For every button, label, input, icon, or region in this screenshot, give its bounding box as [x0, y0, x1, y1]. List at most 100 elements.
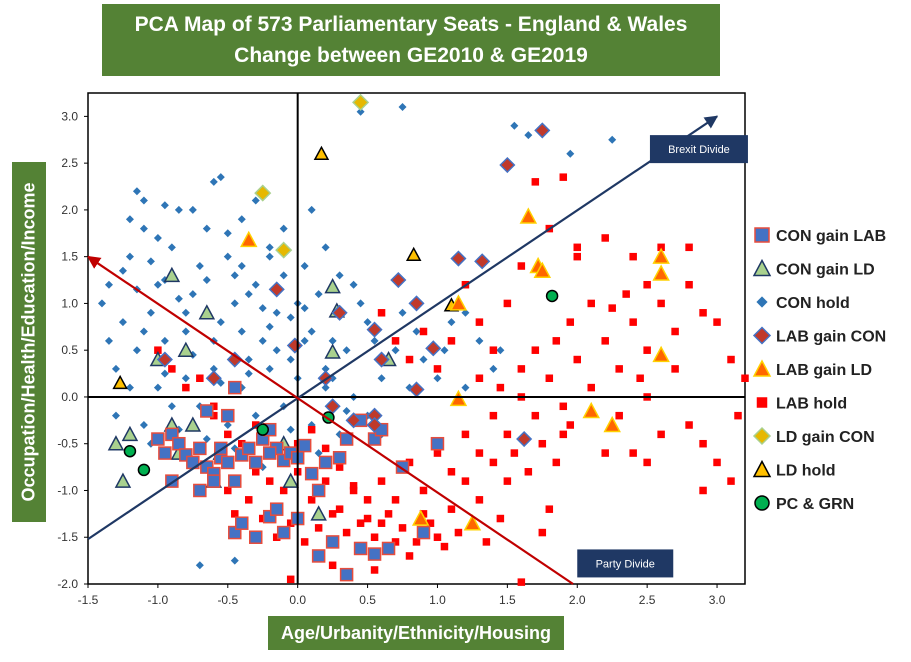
point-lab-gain-con	[390, 271, 407, 289]
point-lab-hold	[489, 346, 498, 354]
point-con-gain-ld	[324, 278, 341, 294]
point-con-gain-lab	[318, 455, 333, 470]
point-con-hold	[251, 196, 260, 205]
y-tick-label: -1.0	[57, 483, 78, 497]
legend-item-ld-hold: LD hold	[752, 459, 836, 480]
legend-marker-ld-gain-con	[752, 426, 772, 446]
point-lab-hold	[328, 561, 337, 570]
brexit-divide-arrow	[87, 115, 719, 541]
legend-label-lab-gain-ld: LAB gain LD	[776, 362, 872, 379]
point-lab-hold	[251, 468, 260, 476]
point-lab-hold	[475, 496, 484, 504]
point-con-hold	[118, 266, 127, 275]
point-con-hold	[272, 346, 281, 355]
point-lab-gain-con	[226, 351, 243, 368]
point-con-gain-lab	[248, 455, 263, 470]
x-tick-label: 1.5	[499, 593, 516, 607]
point-con-hold	[181, 327, 190, 336]
point-con-gain-lab	[381, 541, 396, 556]
point-con-hold	[244, 369, 253, 378]
point-con-gain-ld	[184, 416, 202, 432]
point-ld-gain-con	[352, 93, 370, 111]
point-lab-hold	[573, 243, 582, 252]
point-lab-hold	[154, 346, 162, 354]
point-lab-hold	[538, 528, 547, 537]
point-lab-hold	[272, 533, 281, 541]
point-lab-hold	[286, 575, 295, 584]
point-con-hold	[223, 421, 232, 430]
point-con-gain-lab	[235, 516, 249, 530]
point-con-hold	[223, 252, 232, 261]
chart-title-line1: PCA Map of 573 Parliamentary Seats - Eng…	[134, 13, 688, 36]
point-lab-hold	[405, 458, 414, 467]
point-con-gain-lab	[193, 483, 207, 498]
legend-item-pc-grn: PC & GRN	[754, 495, 854, 513]
legend-label-con-gain-ld: CON gain LD	[776, 262, 875, 279]
point-lab-hold	[433, 449, 442, 457]
chart-title-line2: Change between GE2010 & GE2019	[234, 44, 588, 67]
point-con-gain-lab	[430, 436, 445, 451]
point-lab-gain-con	[499, 156, 516, 174]
point-lab-hold	[538, 439, 547, 448]
point-con-gain-lab	[228, 380, 242, 395]
point-ld-gain-con	[254, 184, 272, 202]
legend-marker-lab-gain-ld	[752, 359, 772, 377]
point-con-hold	[153, 383, 162, 392]
point-con-gain-ld	[198, 304, 216, 320]
point-con-hold	[125, 252, 134, 261]
point-con-gain-lab	[193, 441, 207, 456]
point-con-hold	[608, 135, 617, 144]
point-ld-hold	[112, 374, 128, 390]
point-lab-hold	[398, 524, 407, 532]
point-lab-hold	[405, 355, 414, 364]
point-con-hold	[132, 187, 141, 196]
point-con-hold	[202, 435, 211, 444]
point-lab-hold	[447, 468, 456, 476]
chart-title-box: PCA Map of 573 Parliamentary Seats - Eng…	[102, 4, 720, 76]
point-con-hold	[342, 406, 351, 415]
point-lab-hold	[496, 514, 505, 523]
point-lab-gain-ld	[519, 207, 538, 224]
point-ld-hold	[405, 246, 422, 262]
legend-label-lab-gain-con: LAB gain CON	[776, 329, 886, 346]
x-tick-label: -0.5	[217, 593, 238, 607]
point-lab-gain-ld	[411, 509, 430, 526]
point-pc-grn	[123, 444, 137, 458]
point-lab-hold	[245, 496, 253, 504]
x-tick-label: 0.5	[359, 593, 376, 607]
point-con-gain-lab	[158, 446, 172, 460]
point-lab-hold	[419, 486, 428, 495]
point-lab-hold	[671, 365, 679, 373]
point-con-hold	[209, 364, 218, 373]
point-lab-hold	[503, 299, 512, 308]
point-lab-hold	[335, 463, 344, 471]
point-con-gain-lab	[311, 549, 326, 563]
point-con-gain-lab	[353, 541, 368, 556]
point-lab-hold	[238, 439, 246, 448]
point-con-hold	[321, 383, 330, 392]
point-con-hold	[209, 177, 218, 186]
point-lab-hold	[384, 510, 393, 518]
point-con-gain-ld	[121, 425, 139, 442]
point-con-hold	[391, 346, 400, 355]
point-lab-hold	[489, 458, 498, 467]
point-lab-hold	[461, 477, 470, 485]
point-lab-gain-con	[474, 253, 491, 270]
point-lab-hold	[629, 318, 637, 326]
y-tick-label: 2.0	[61, 203, 78, 217]
point-con-gain-ld	[107, 435, 125, 451]
point-lab-hold	[713, 318, 721, 326]
point-con-hold	[349, 280, 358, 289]
point-lab-hold	[279, 486, 288, 495]
legend-marker-con-gain-ld	[752, 258, 772, 277]
point-con-hold	[153, 233, 162, 242]
point-con-hold	[265, 364, 274, 373]
point-con-hold	[167, 402, 176, 411]
point-lab-hold	[224, 430, 232, 439]
legend-marker-pc-grn	[754, 495, 770, 511]
brexit-divide-label-box	[649, 135, 748, 164]
brexit-divide-label: Brexit Divide	[668, 144, 730, 156]
point-lab-gain-ld	[652, 264, 670, 281]
point-con-hold	[125, 383, 134, 392]
